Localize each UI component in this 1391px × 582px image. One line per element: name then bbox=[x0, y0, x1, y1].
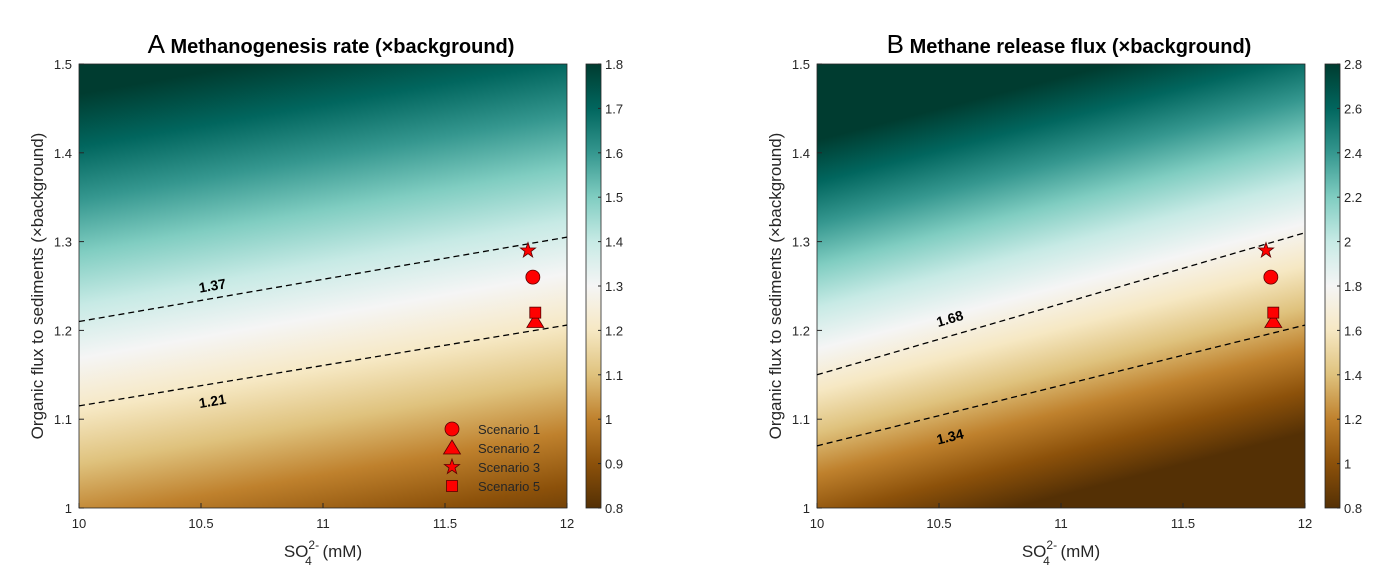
title-text: Methane release flux (×background) bbox=[910, 36, 1252, 58]
x-tick-label: 10.5 bbox=[188, 516, 213, 531]
x-tick-label: 10 bbox=[72, 516, 86, 531]
marker-scenario-2 bbox=[526, 312, 545, 328]
y-tick-label: 1.4 bbox=[54, 146, 72, 161]
colorbar-tick-label: 1 bbox=[605, 412, 612, 427]
legend: Scenario 1 Scenario 2 Scenario 3 Scenario 5 bbox=[442, 421, 540, 494]
marker-scenario-5 bbox=[529, 306, 542, 319]
colorbar-tick-label: 1.2 bbox=[1344, 412, 1362, 427]
colorbar-tick-label: 2.4 bbox=[1344, 146, 1362, 161]
x-tick-label: 11 bbox=[1054, 516, 1068, 531]
legend-entry: Scenario 2 bbox=[478, 441, 540, 456]
colorbar-tick-label: 1.7 bbox=[605, 101, 623, 116]
colorbar-tick-label: 0.8 bbox=[605, 501, 623, 516]
contour-line-1.34 bbox=[816, 324, 1306, 447]
x-tick-label: 10.5 bbox=[926, 516, 951, 531]
y-tick-label: 1.1 bbox=[792, 412, 810, 427]
y-tick-label: 1.5 bbox=[792, 57, 810, 72]
x-axis-label: SO2- 4 (mM) bbox=[284, 538, 362, 568]
chart-title: A Methanogenesis rate (×background) bbox=[148, 29, 515, 59]
panel-A: A Methanogenesis rate (×background)10 10.… bbox=[28, 29, 623, 568]
contour-line-1.68 bbox=[816, 232, 1306, 376]
panel-letter: B bbox=[887, 29, 904, 59]
heatmap-field bbox=[817, 64, 1305, 508]
x-tick-label: 12 bbox=[560, 516, 574, 531]
colorbar-tick-label: 1.1 bbox=[605, 368, 623, 383]
legend-marker-circle bbox=[444, 421, 460, 437]
y-tick-label: 1 bbox=[65, 501, 72, 516]
marker-scenario-3 bbox=[1257, 241, 1275, 258]
x-tick-label: 12 bbox=[1298, 516, 1312, 531]
y-tick-label: 1.2 bbox=[792, 323, 810, 338]
y-tick-label: 1.3 bbox=[54, 235, 72, 250]
x-label-sub: 4 bbox=[305, 554, 312, 568]
contour-label: 1.68 bbox=[934, 307, 965, 330]
x-label-sup: 2- bbox=[308, 538, 319, 552]
colorbar-tick-label: 1.5 bbox=[605, 190, 623, 205]
colorbar-tick-label: 0.9 bbox=[605, 457, 623, 472]
contour-label: 1.34 bbox=[935, 425, 966, 447]
marker-scenario-1 bbox=[1263, 269, 1279, 285]
chart-title: B Methane release flux (×background) bbox=[887, 29, 1252, 59]
colorbar-tick-label: 1 bbox=[1344, 457, 1351, 472]
contour-line-1.37 bbox=[78, 236, 568, 323]
colorbar-tick-label: 2.8 bbox=[1344, 57, 1362, 72]
y-tick-label: 1 bbox=[803, 501, 810, 516]
y-tick-label: 1.5 bbox=[54, 57, 72, 72]
x-label-base: SO bbox=[1022, 542, 1047, 561]
legend-entry: Scenario 1 bbox=[478, 422, 540, 437]
marker-scenario-1 bbox=[525, 269, 541, 285]
colorbar-tick-label: 1.3 bbox=[605, 279, 623, 294]
colorbar-tick-label: 1.8 bbox=[605, 57, 623, 72]
heatmap-field bbox=[79, 64, 567, 508]
x-label-base: SO bbox=[284, 542, 309, 561]
panel-B: B Methane release flux (×background)10 10… bbox=[766, 29, 1362, 568]
y-tick-label: 1.1 bbox=[54, 412, 72, 427]
colorbar-tick-label: 2.6 bbox=[1344, 101, 1362, 116]
marker-scenario-3 bbox=[519, 241, 537, 258]
x-tick-label: 11.5 bbox=[1171, 516, 1195, 531]
colorbar-tick-label: 1.4 bbox=[1344, 368, 1362, 383]
legend-entry: Scenario 5 bbox=[478, 479, 540, 494]
x-axis-label: SO2- 4 (mM) bbox=[1022, 538, 1100, 568]
colorbar-tick-label: 0.8 bbox=[1344, 501, 1362, 516]
marker-scenario-2 bbox=[1264, 312, 1283, 328]
y-axis-label: Organic flux to sediments (×background) bbox=[766, 133, 785, 440]
legend-entry: Scenario 3 bbox=[478, 460, 540, 475]
y-tick-label: 1.4 bbox=[792, 146, 810, 161]
contour-label: 1.37 bbox=[198, 275, 228, 295]
contour-line-1.21 bbox=[78, 324, 568, 407]
colorbar-tick-label: 2.2 bbox=[1344, 190, 1362, 205]
y-axis-label: Organic flux to sediments (×background) bbox=[28, 133, 47, 440]
legend-marker-triangle bbox=[442, 439, 462, 455]
x-tick-label: 10 bbox=[810, 516, 824, 531]
colorbar-tick-label: 1.2 bbox=[605, 323, 623, 338]
x-tick-label: 11.5 bbox=[433, 516, 457, 531]
y-tick-label: 1.3 bbox=[792, 235, 810, 250]
legend-marker-square bbox=[446, 480, 458, 492]
panel-letter: A bbox=[148, 29, 166, 59]
marker-scenario-5 bbox=[1267, 306, 1280, 319]
colorbar-tick-label: 1.4 bbox=[605, 235, 623, 250]
colorbar-tick-label: 2 bbox=[1344, 235, 1351, 250]
x-tick-label: 11 bbox=[316, 516, 330, 531]
x-label-sup: 2- bbox=[1046, 538, 1057, 552]
contour-label: 1.21 bbox=[198, 391, 228, 411]
x-label-rest: (mM) bbox=[1056, 542, 1100, 561]
legend-marker-star bbox=[443, 457, 461, 475]
colorbar-tick-label: 1.6 bbox=[1344, 323, 1362, 338]
colorbar-tick-label: 1.6 bbox=[605, 146, 623, 161]
y-tick-label: 1.2 bbox=[54, 323, 72, 338]
colorbar-tick-label: 1.8 bbox=[1344, 279, 1362, 294]
title-text: Methanogenesis rate (×background) bbox=[170, 36, 514, 58]
x-label-sub: 4 bbox=[1043, 554, 1050, 568]
x-label-rest: (mM) bbox=[318, 542, 362, 561]
